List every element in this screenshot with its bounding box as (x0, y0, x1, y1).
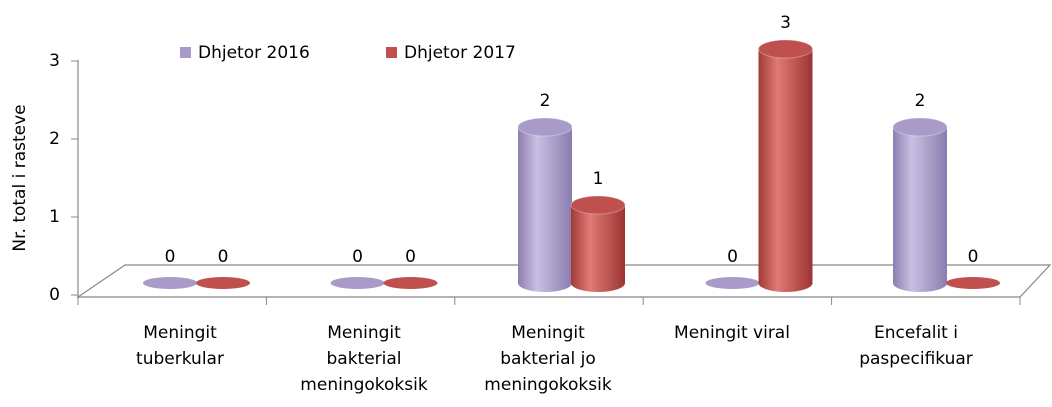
bar (705, 277, 760, 289)
bar-top (570, 195, 626, 215)
value-label: 0 (405, 247, 416, 267)
bar (196, 277, 250, 289)
bar-top (705, 277, 760, 289)
x-tick-label: meningokoksik (484, 375, 612, 395)
value-label: 2 (540, 91, 551, 111)
x-tick-label: bakterial jo (500, 349, 596, 369)
bar (758, 39, 813, 292)
bar (383, 277, 438, 289)
bar-top (143, 277, 197, 289)
x-tick-label: meningokoksik (300, 375, 428, 395)
value-label: 2 (915, 91, 926, 111)
bar (946, 277, 1000, 289)
bar-top (946, 277, 1000, 289)
bar-body (758, 49, 813, 292)
x-tick-label: Meningit (511, 323, 585, 343)
bar-body (571, 205, 625, 292)
legend-swatch (180, 47, 191, 58)
bar (330, 277, 385, 289)
bar-top (517, 117, 573, 137)
value-label: 3 (780, 13, 791, 33)
bar-top (758, 39, 813, 59)
bar-top (383, 277, 438, 289)
x-tick-label: paspecifikuar (859, 349, 973, 369)
value-label: 0 (165, 247, 176, 267)
bar (892, 117, 948, 292)
value-label: 0 (218, 247, 229, 267)
x-tick-label: Meningit viral (674, 323, 790, 343)
x-tick-label: tuberkular (136, 349, 224, 369)
y-tick-label: 2 (49, 129, 60, 149)
bar (143, 277, 197, 289)
legend-swatch (386, 47, 397, 58)
bar-top (892, 117, 948, 137)
x-tick-label: Meningit (327, 323, 401, 343)
bar (517, 117, 573, 292)
y-tick-label: 1 (49, 207, 60, 227)
bar-body (893, 127, 947, 292)
value-label: 0 (352, 247, 363, 267)
y-tick-label: 3 (49, 51, 60, 71)
y-axis-label: Nr. total i rasteve (10, 104, 30, 251)
value-label: 1 (593, 169, 604, 189)
bar-top (330, 277, 385, 289)
bar-top (196, 277, 250, 289)
x-tick-label: bakterial (326, 349, 401, 369)
legend-label: Dhjetor 2016 (198, 43, 310, 63)
y-tick-label: 0 (49, 285, 60, 305)
legend-label: Dhjetor 2017 (404, 43, 516, 63)
x-tick-label: Meningit (143, 323, 217, 343)
value-label: 0 (727, 247, 738, 267)
bar (570, 195, 626, 292)
bar-body (518, 127, 572, 292)
x-tick-label: Encefalit i (874, 323, 958, 343)
value-label: 0 (968, 247, 979, 267)
